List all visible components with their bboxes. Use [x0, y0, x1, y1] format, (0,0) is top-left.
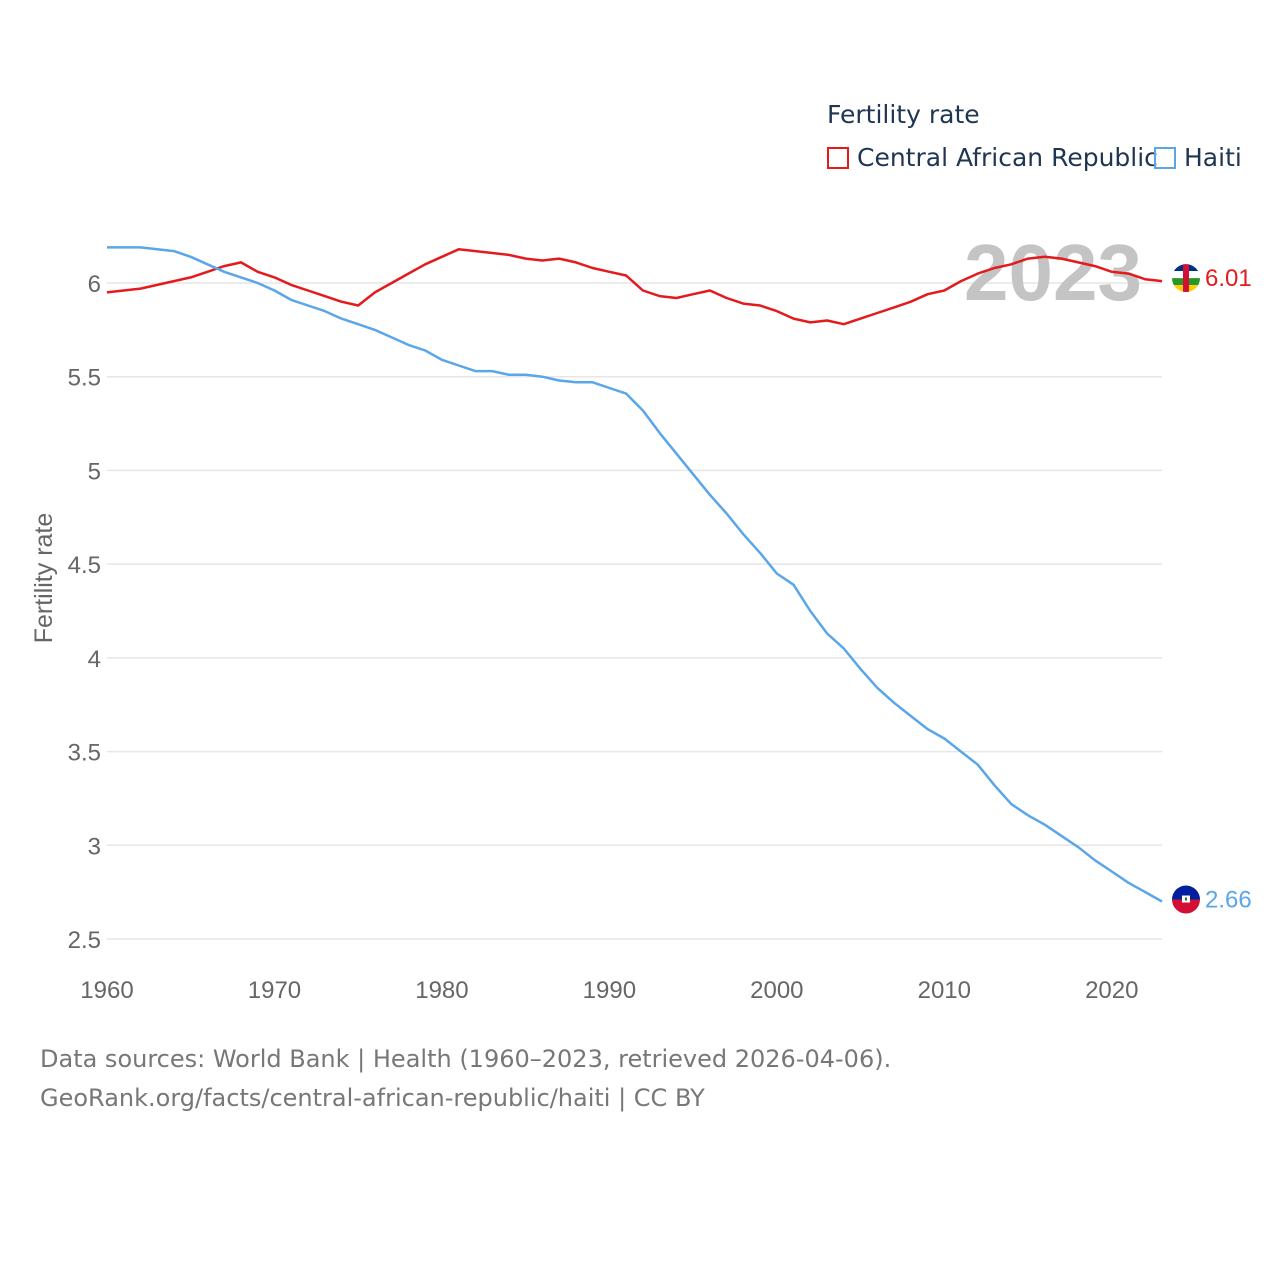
legend-label-car: Central African Republic: [857, 143, 1158, 172]
y-tick-label: 2.5: [68, 927, 101, 954]
y-tick-label: 5: [88, 458, 101, 485]
grid: [107, 282, 1162, 940]
y-axis-label: Fertility rate: [30, 513, 58, 644]
legend-swatch-haiti: [1154, 146, 1176, 169]
x-tick-label: 1990: [583, 977, 636, 1004]
y-tick-label: 3.5: [68, 740, 101, 767]
y-tick-label: 4: [88, 646, 101, 673]
series-line-central-african-republic: [106, 248, 1163, 326]
y-tick-label: 4.5: [68, 552, 101, 579]
source-line-2[interactable]: GeoRank.org/facts/central-african-republ…: [40, 1084, 705, 1112]
source-line-1: Data sources: World Bank | Health (1960–…: [40, 1045, 892, 1073]
y-axis: 2.5 3 3.5 4 4.5 5 5.5 6: [68, 271, 101, 954]
x-tick-label: 1960: [80, 977, 133, 1004]
legend-item-haiti[interactable]: Haiti: [1154, 143, 1242, 172]
series-lines: [106, 246, 1163, 903]
legend-title: Fertility rate: [827, 100, 980, 129]
legend-item-car[interactable]: Central African Republic: [827, 143, 1158, 172]
x-tick-label: 2000: [750, 977, 803, 1004]
x-tick-label: 1970: [248, 977, 301, 1004]
series-line-haiti: [107, 246, 1163, 903]
haiti-flag-icon: [1172, 885, 1200, 914]
y-tick-label: 5.5: [68, 365, 101, 392]
x-axis: 1960 1970 1980 1990 2000 2010 2020: [80, 977, 1138, 1004]
central-african-republic-flag-icon: [1172, 264, 1200, 293]
x-tick-label: 1980: [415, 977, 468, 1004]
x-tick-label: 2010: [918, 977, 971, 1004]
end-value-label-haiti: 2.66: [1205, 887, 1252, 914]
legend-swatch-car: [827, 146, 849, 169]
y-tick-label: 6: [88, 271, 101, 298]
legend-label-haiti: Haiti: [1184, 143, 1242, 172]
end-value-label-car: 6.01: [1205, 265, 1252, 292]
y-tick-label: 3: [88, 833, 101, 860]
x-tick-label: 2020: [1085, 977, 1138, 1004]
